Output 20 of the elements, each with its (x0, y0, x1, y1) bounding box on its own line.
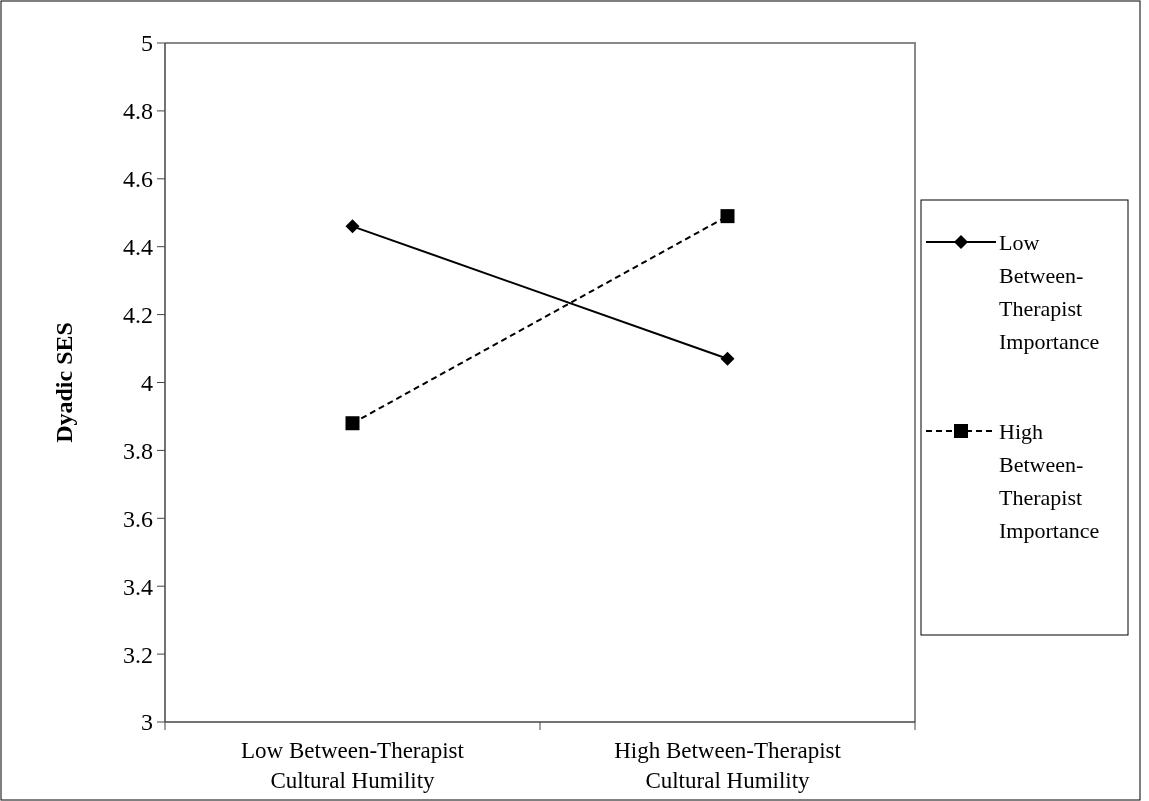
y-tick-label: 3.2 (123, 641, 153, 668)
legend-label: Low Between-Therapist Importance (999, 230, 1100, 354)
y-tick-label: 4.6 (123, 166, 153, 193)
x-tick-label: Low Between-Therapist Cultural Humility (241, 738, 465, 793)
y-tick-label: 3.8 (123, 437, 153, 464)
y-tick-label: 4 (141, 369, 153, 396)
y-tick-label: 3.4 (123, 573, 153, 600)
y-tick-label: 5 (141, 30, 153, 57)
point (345, 416, 360, 431)
point (720, 351, 735, 366)
y-tick-label: 3.6 (123, 505, 153, 532)
y-tick-label: 3 (141, 709, 153, 736)
point (345, 219, 360, 234)
legend-label: High Between-Therapist Importance (999, 419, 1100, 543)
point (720, 209, 735, 224)
y-axis-title: Dyadic SES (51, 322, 77, 443)
y-tick-label: 4.8 (123, 98, 153, 125)
y-tick-label: 4.4 (123, 234, 153, 261)
x-tick-label: High Between-Therapist Cultural Humility (614, 738, 842, 793)
y-tick-label: 4.2 (123, 302, 153, 328)
